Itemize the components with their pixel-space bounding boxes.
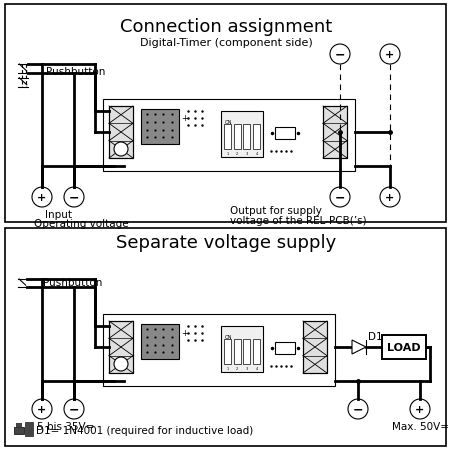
Text: +: + [385,50,394,60]
Bar [16,423,19,427]
Text: −: − [334,48,345,61]
Bar [109,321,133,373]
Bar [5,229,445,446]
Bar [141,324,179,359]
Bar [381,335,425,359]
Text: 4: 4 [255,152,258,156]
Bar [233,124,240,150]
Bar [253,339,260,364]
Text: −: − [352,403,363,415]
Text: −: − [69,191,79,204]
Bar [103,100,354,172]
Text: Digital-Timer (component side): Digital-Timer (component side) [139,38,312,48]
Text: Input: Input [45,210,72,220]
Text: +: + [37,193,46,202]
Bar [302,321,326,373]
Bar [25,422,33,436]
Bar [14,427,24,434]
Text: ON: ON [224,335,231,340]
Circle shape [114,357,128,371]
Text: 1: 1 [226,152,228,156]
Text: Pushbutton: Pushbutton [43,277,102,287]
Bar [221,112,262,158]
Text: +: + [180,328,188,337]
Text: voltage of the REL-PCB(’s): voltage of the REL-PCB(’s) [230,216,366,226]
Text: Pushbutton: Pushbutton [46,67,105,77]
Text: Max. 50V=: Max. 50V= [391,421,448,431]
Bar [253,124,260,150]
Text: 1: 1 [226,367,228,371]
Text: 3: 3 [245,152,248,156]
Bar [109,107,133,159]
Text: +: + [414,404,423,414]
Bar [243,339,250,364]
Bar [274,342,295,354]
Bar [223,124,230,150]
Text: +: + [180,114,188,123]
Bar [233,339,240,364]
Circle shape [114,143,128,156]
Text: Separate voltage supply: Separate voltage supply [115,234,336,252]
Text: 4: 4 [255,367,258,371]
Bar [243,124,250,150]
Bar [223,339,230,364]
Bar [302,321,326,373]
Bar [274,128,295,140]
Bar [322,107,346,159]
Polygon shape [351,340,365,354]
Text: LOAD: LOAD [387,342,420,352]
Text: 2: 2 [235,367,238,371]
Text: −: − [334,191,345,204]
Text: +: + [385,193,394,202]
Text: D1: D1 [367,331,382,341]
Text: 3: 3 [245,367,248,371]
Text: 2: 2 [235,152,238,156]
Bar [141,110,179,145]
Text: 5 bis 35V=: 5 bis 35V= [37,421,94,431]
Bar [109,321,133,373]
Bar [221,326,262,372]
Text: +: + [37,404,46,414]
Bar [19,423,22,427]
Text: ON: ON [224,120,231,125]
Bar [103,314,334,386]
Bar [322,107,346,159]
Bar [5,5,445,222]
Text: D1= 1N4001 (required for inductive load): D1= 1N4001 (required for inductive load) [36,425,253,435]
Bar [109,107,133,159]
Text: Output for supply: Output for supply [230,206,321,216]
Text: Connection assignment: Connection assignment [120,18,331,36]
Text: −: − [69,403,79,415]
Text: Operating voltage: Operating voltage [34,219,129,229]
